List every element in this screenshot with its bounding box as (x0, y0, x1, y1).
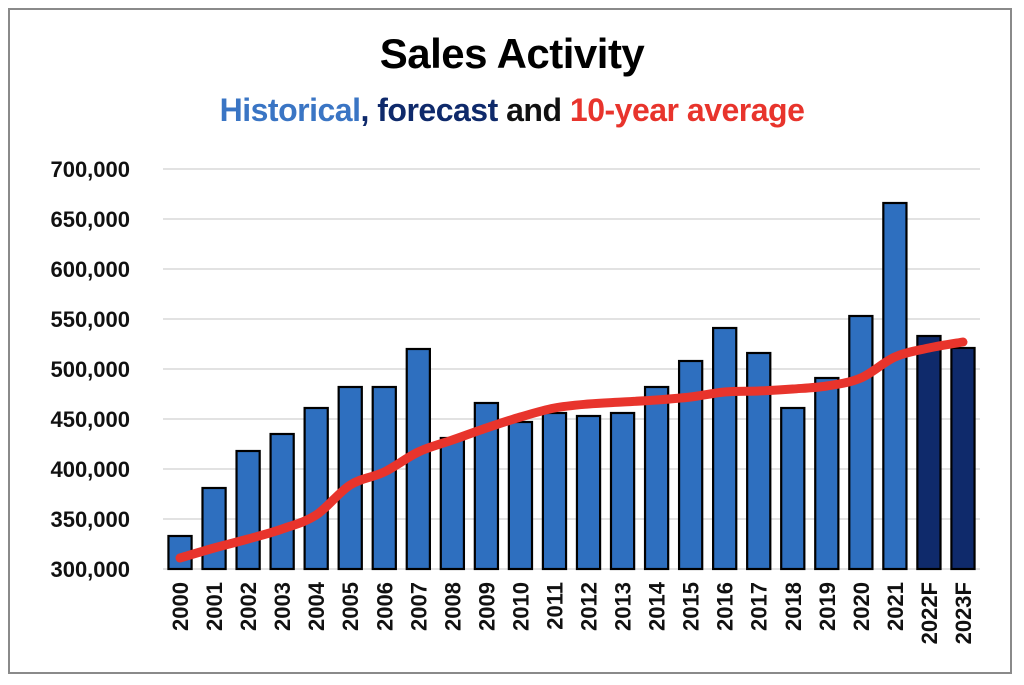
y-tick-label: 300,000 (50, 557, 130, 582)
subtitle-part: Historical (219, 92, 361, 128)
chart-title: Sales Activity (379, 30, 645, 77)
gridlines (163, 168, 980, 570)
x-tick-label: 2000 (168, 582, 193, 631)
y-tick-label: 650,000 (50, 207, 130, 232)
x-tick-label: 2004 (304, 581, 329, 631)
average-line (175, 337, 968, 563)
bar-2012 (575, 414, 602, 571)
bar-2004 (303, 406, 329, 571)
x-tick-label: 2015 (679, 582, 704, 631)
x-tick-label: 2014 (645, 581, 670, 631)
subtitle-part: and (497, 92, 570, 128)
bar-2001 (201, 486, 227, 571)
bars (167, 201, 976, 571)
x-tick-label: 2001 (202, 582, 227, 631)
bar-2019 (814, 376, 840, 571)
x-tick-label: 2019 (815, 582, 840, 631)
bar-2008 (439, 436, 466, 571)
y-tick-label: 550,000 (50, 307, 130, 332)
bar-2010 (507, 420, 534, 571)
x-tick-label: 2012 (577, 582, 602, 631)
x-tick-label: 2002 (236, 582, 261, 631)
bar-2021 (882, 201, 908, 571)
bar-2009 (473, 401, 500, 571)
bar-2015 (677, 359, 704, 571)
chart-subtitle: Historical, forecast and 10-year average (0, 92, 1024, 129)
x-tick-label: 2018 (781, 582, 806, 631)
x-tick-label: 2003 (270, 582, 295, 631)
bar-2003 (269, 432, 295, 571)
bar-2016 (712, 326, 738, 571)
y-tick-label: 700,000 (50, 157, 130, 182)
x-tick-label: 2007 (406, 582, 431, 631)
bar-2013 (609, 411, 636, 571)
bar-2018 (780, 406, 806, 571)
x-tick-label: 2006 (372, 582, 397, 631)
y-tick-label: 500,000 (50, 357, 130, 382)
bar-2023F (950, 346, 976, 571)
y-tick-label: 350,000 (50, 507, 130, 532)
bar-2020 (848, 314, 874, 571)
x-tick-label: 2011 (542, 582, 567, 630)
bar-2017 (746, 351, 772, 571)
y-tick-label: 450,000 (50, 407, 130, 432)
bar-2002 (235, 449, 261, 571)
x-tick-label: 2009 (474, 582, 499, 631)
x-tick-label: 2017 (747, 582, 772, 631)
y-tick-label: 600,000 (50, 257, 130, 282)
y-axis: 300,000 350,000 400,000 450,000 500,000 550,0… (50, 157, 130, 582)
bar-2014 (643, 385, 670, 571)
x-tick-label: 2016 (713, 582, 738, 631)
x-tick-label: 2022F (917, 582, 942, 644)
x-tick-label: 2021 (883, 582, 908, 631)
bar-2022F (916, 334, 942, 571)
x-tick-label: 2023F (951, 582, 976, 644)
subtitle-part: 10-year average (569, 92, 805, 128)
average-line-group (175, 337, 968, 563)
subtitle-part: forecast (377, 92, 498, 128)
x-tick-label: 2008 (440, 582, 465, 631)
x-tick-label: 2020 (849, 582, 874, 631)
x-axis: 2000 2001 2002 2003 2004 2005 2006 2007 2008 2009… (168, 581, 976, 644)
bar-2011 (541, 411, 568, 571)
x-tick-label: 2005 (338, 582, 363, 631)
y-tick-label: 400,000 (50, 457, 130, 482)
x-tick-label: 2013 (611, 582, 636, 631)
x-tick-label: 2010 (508, 582, 533, 631)
subtitle-part: , (360, 92, 378, 128)
